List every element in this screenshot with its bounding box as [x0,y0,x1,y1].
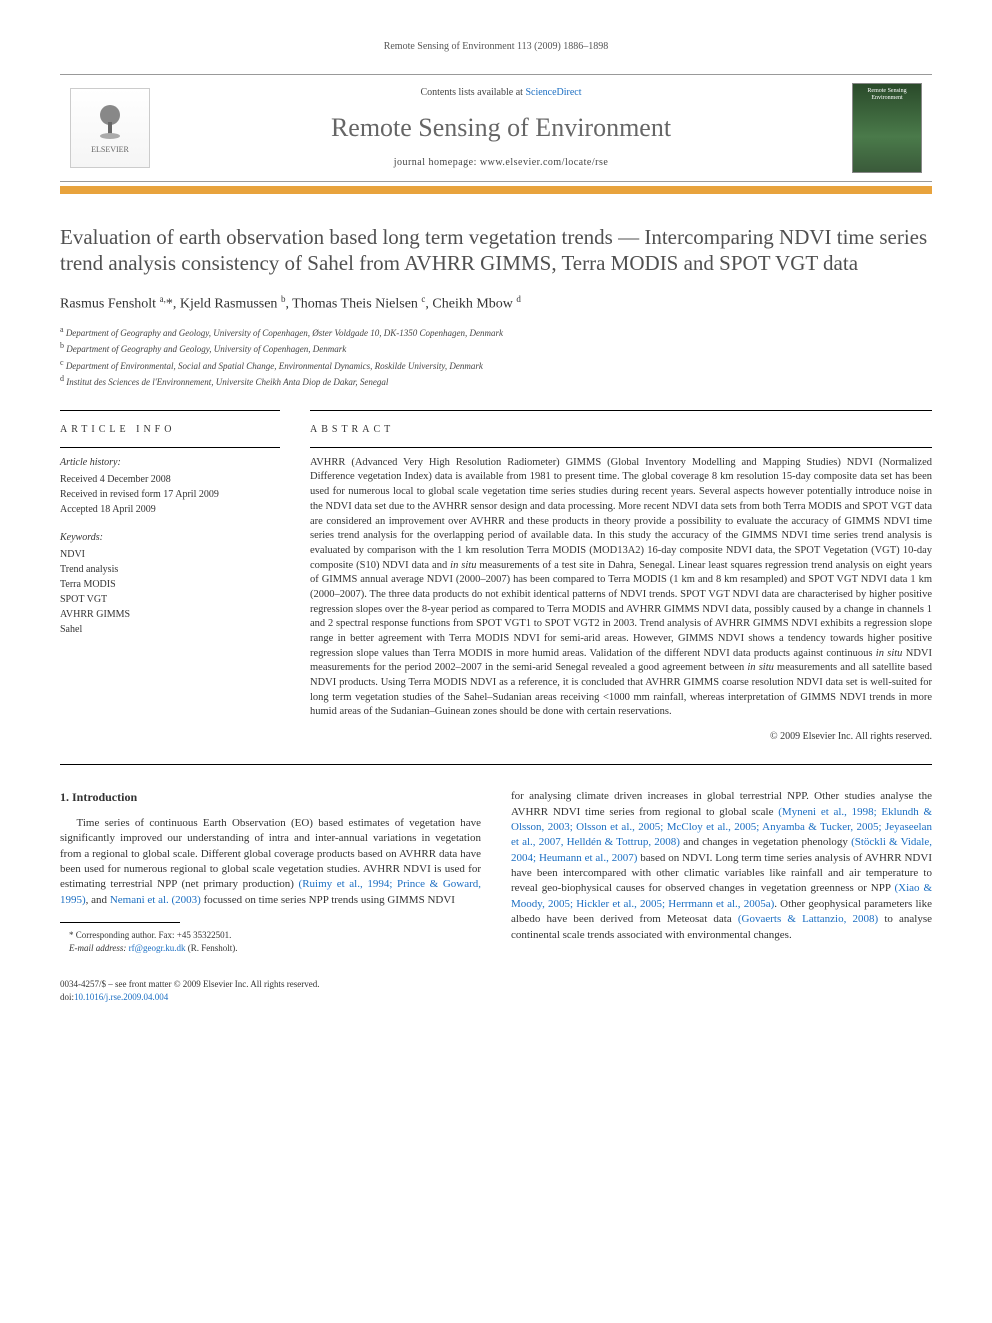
publisher-name: ELSEVIER [91,144,129,155]
body-right-column: for analysing climate driven increases i… [511,789,932,954]
sciencedirect-link[interactable]: ScienceDirect [525,87,581,98]
keyword-item: Trend analysis [60,562,280,577]
intro-heading: 1. Introduction [60,789,481,806]
cover-text: Remote Sensing Environment [857,88,917,101]
affiliation-item: d Institut des Sciences de l'Environneme… [60,373,932,390]
email-line: E-mail address: rf@geogr.ku.dk (R. Fensh… [60,942,481,955]
orange-divider [60,186,932,194]
keyword-item: AVHRR GIMMS [60,607,280,622]
abstract-column: ABSTRACT AVHRR (Advanced Very High Resol… [310,410,932,744]
journal-banner: ELSEVIER Contents lists available at Sci… [60,74,932,182]
history-accepted: Accepted 18 April 2009 [60,502,280,517]
history-revised: Received in revised form 17 April 2009 [60,487,280,502]
ref-link[interactable]: Nemani et al. (2003) [110,894,201,906]
info-rule [60,447,280,448]
email-who: (R. Fensholt). [185,943,237,953]
article-info-heading: ARTICLE INFO [60,423,280,437]
body-top-rule [60,764,932,765]
keywords-block: Keywords: NDVITrend analysisTerra MODISS… [60,531,280,637]
history-received: Received 4 December 2008 [60,472,280,487]
article-title: Evaluation of earth observation based lo… [60,224,932,277]
footer-copyright: 0034-4257/$ – see front matter © 2009 El… [60,978,932,991]
contents-prefix: Contents lists available at [420,87,525,98]
intro-right-mid1: and changes in vegetation phenology [680,836,851,848]
journal-title: Remote Sensing of Environment [150,110,852,146]
abstract-copyright: © 2009 Elsevier Inc. All rights reserved… [310,730,932,744]
affiliation-item: b Department of Geography and Geology, U… [60,340,932,357]
banner-center: Contents lists available at ScienceDirec… [150,86,852,170]
abstract-heading: ABSTRACT [310,423,932,437]
email-link[interactable]: rf@geogr.ku.dk [129,943,186,953]
keywords-label: Keywords: [60,531,280,545]
elsevier-tree-icon [90,100,130,140]
journal-cover-thumb: Remote Sensing Environment [852,83,922,173]
affiliation-item: c Department of Environmental, Social an… [60,357,932,374]
keyword-item: NDVI [60,547,280,562]
ref-link[interactable]: (Govaerts & Lattanzio, 2008) [738,913,878,925]
publisher-logo: ELSEVIER [70,88,150,168]
affiliation-list: a Department of Geography and Geology, U… [60,324,932,390]
keyword-item: SPOT VGT [60,592,280,607]
contents-line: Contents lists available at ScienceDirec… [150,86,852,100]
keyword-item: Sahel [60,622,280,637]
corresponding-author: * Corresponding author. Fax: +45 3532250… [60,929,481,942]
journal-homepage: journal homepage: www.elsevier.com/locat… [150,156,852,170]
homepage-url[interactable]: www.elsevier.com/locate/rse [480,157,608,168]
body-columns: 1. Introduction Time series of continuou… [60,789,932,954]
keyword-item: Terra MODIS [60,577,280,592]
page-footer: 0034-4257/$ – see front matter © 2009 El… [60,978,932,1003]
intro-left-para: Time series of continuous Earth Observat… [60,816,481,908]
intro-right-para: for analysing climate driven increases i… [511,789,932,943]
article-info-column: ARTICLE INFO Article history: Received 4… [60,410,280,744]
author-list: Rasmus Fensholt a,*, Kjeld Rasmussen b, … [60,293,932,314]
info-abstract-row: ARTICLE INFO Article history: Received 4… [60,410,932,744]
email-label: E-mail address: [69,943,129,953]
body-left-column: 1. Introduction Time series of continuou… [60,789,481,954]
running-header: Remote Sensing of Environment 113 (2009)… [60,40,932,54]
footnote-rule [60,922,180,923]
affiliation-item: a Department of Geography and Geology, U… [60,324,932,341]
abstract-rule [310,447,932,448]
doi-prefix: doi: [60,992,74,1002]
history-label: Article history: [60,456,280,470]
doi-link[interactable]: 10.1016/j.rse.2009.04.004 [74,992,168,1002]
intro-left-mid: , and [86,894,110,906]
intro-left-end: focussed on time series NPP trends using… [201,894,455,906]
article-history-block: Article history: Received 4 December 200… [60,456,280,517]
footer-doi-line: doi:10.1016/j.rse.2009.04.004 [60,991,932,1004]
homepage-prefix: journal homepage: [394,157,480,168]
abstract-text: AVHRR (Advanced Very High Resolution Rad… [310,456,932,720]
